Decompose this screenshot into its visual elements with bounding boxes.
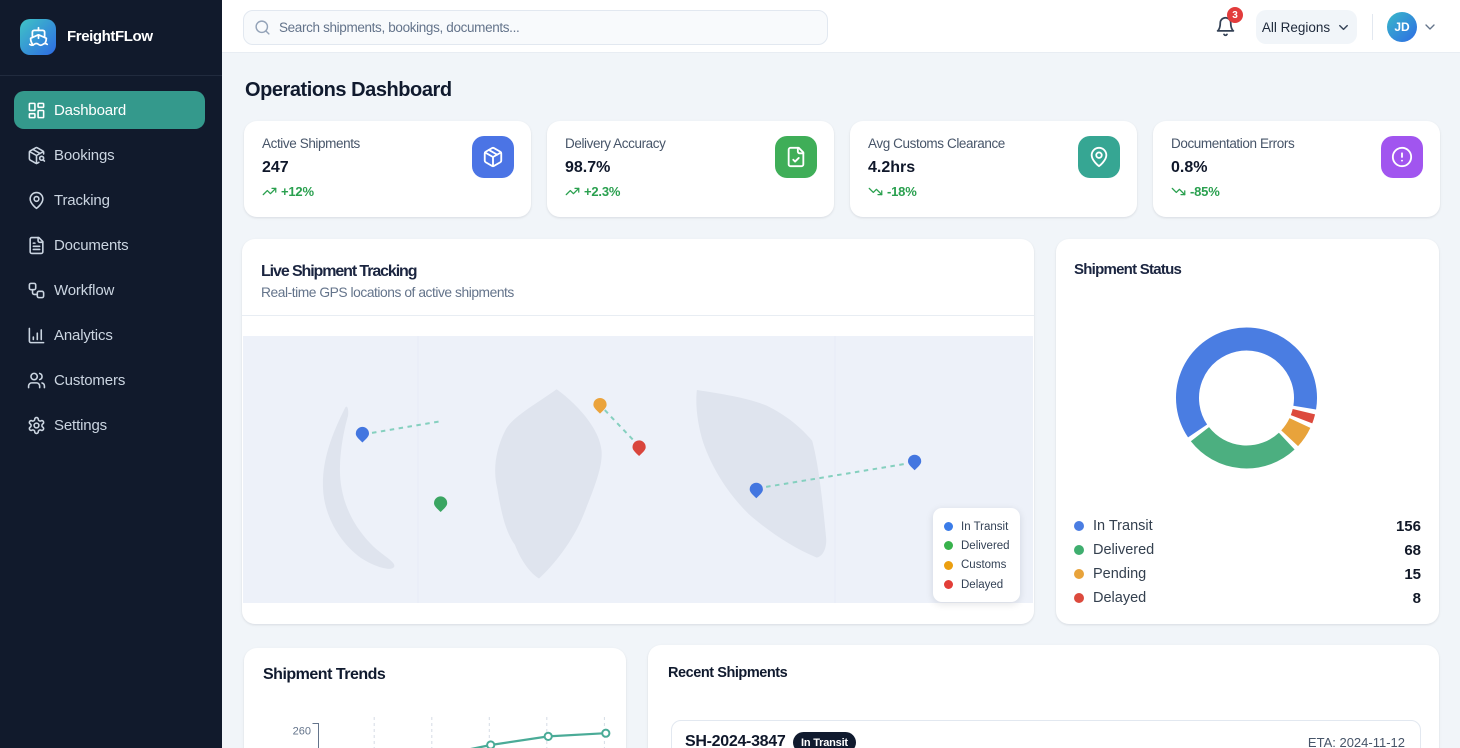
svg-text:260: 260 (293, 726, 311, 738)
